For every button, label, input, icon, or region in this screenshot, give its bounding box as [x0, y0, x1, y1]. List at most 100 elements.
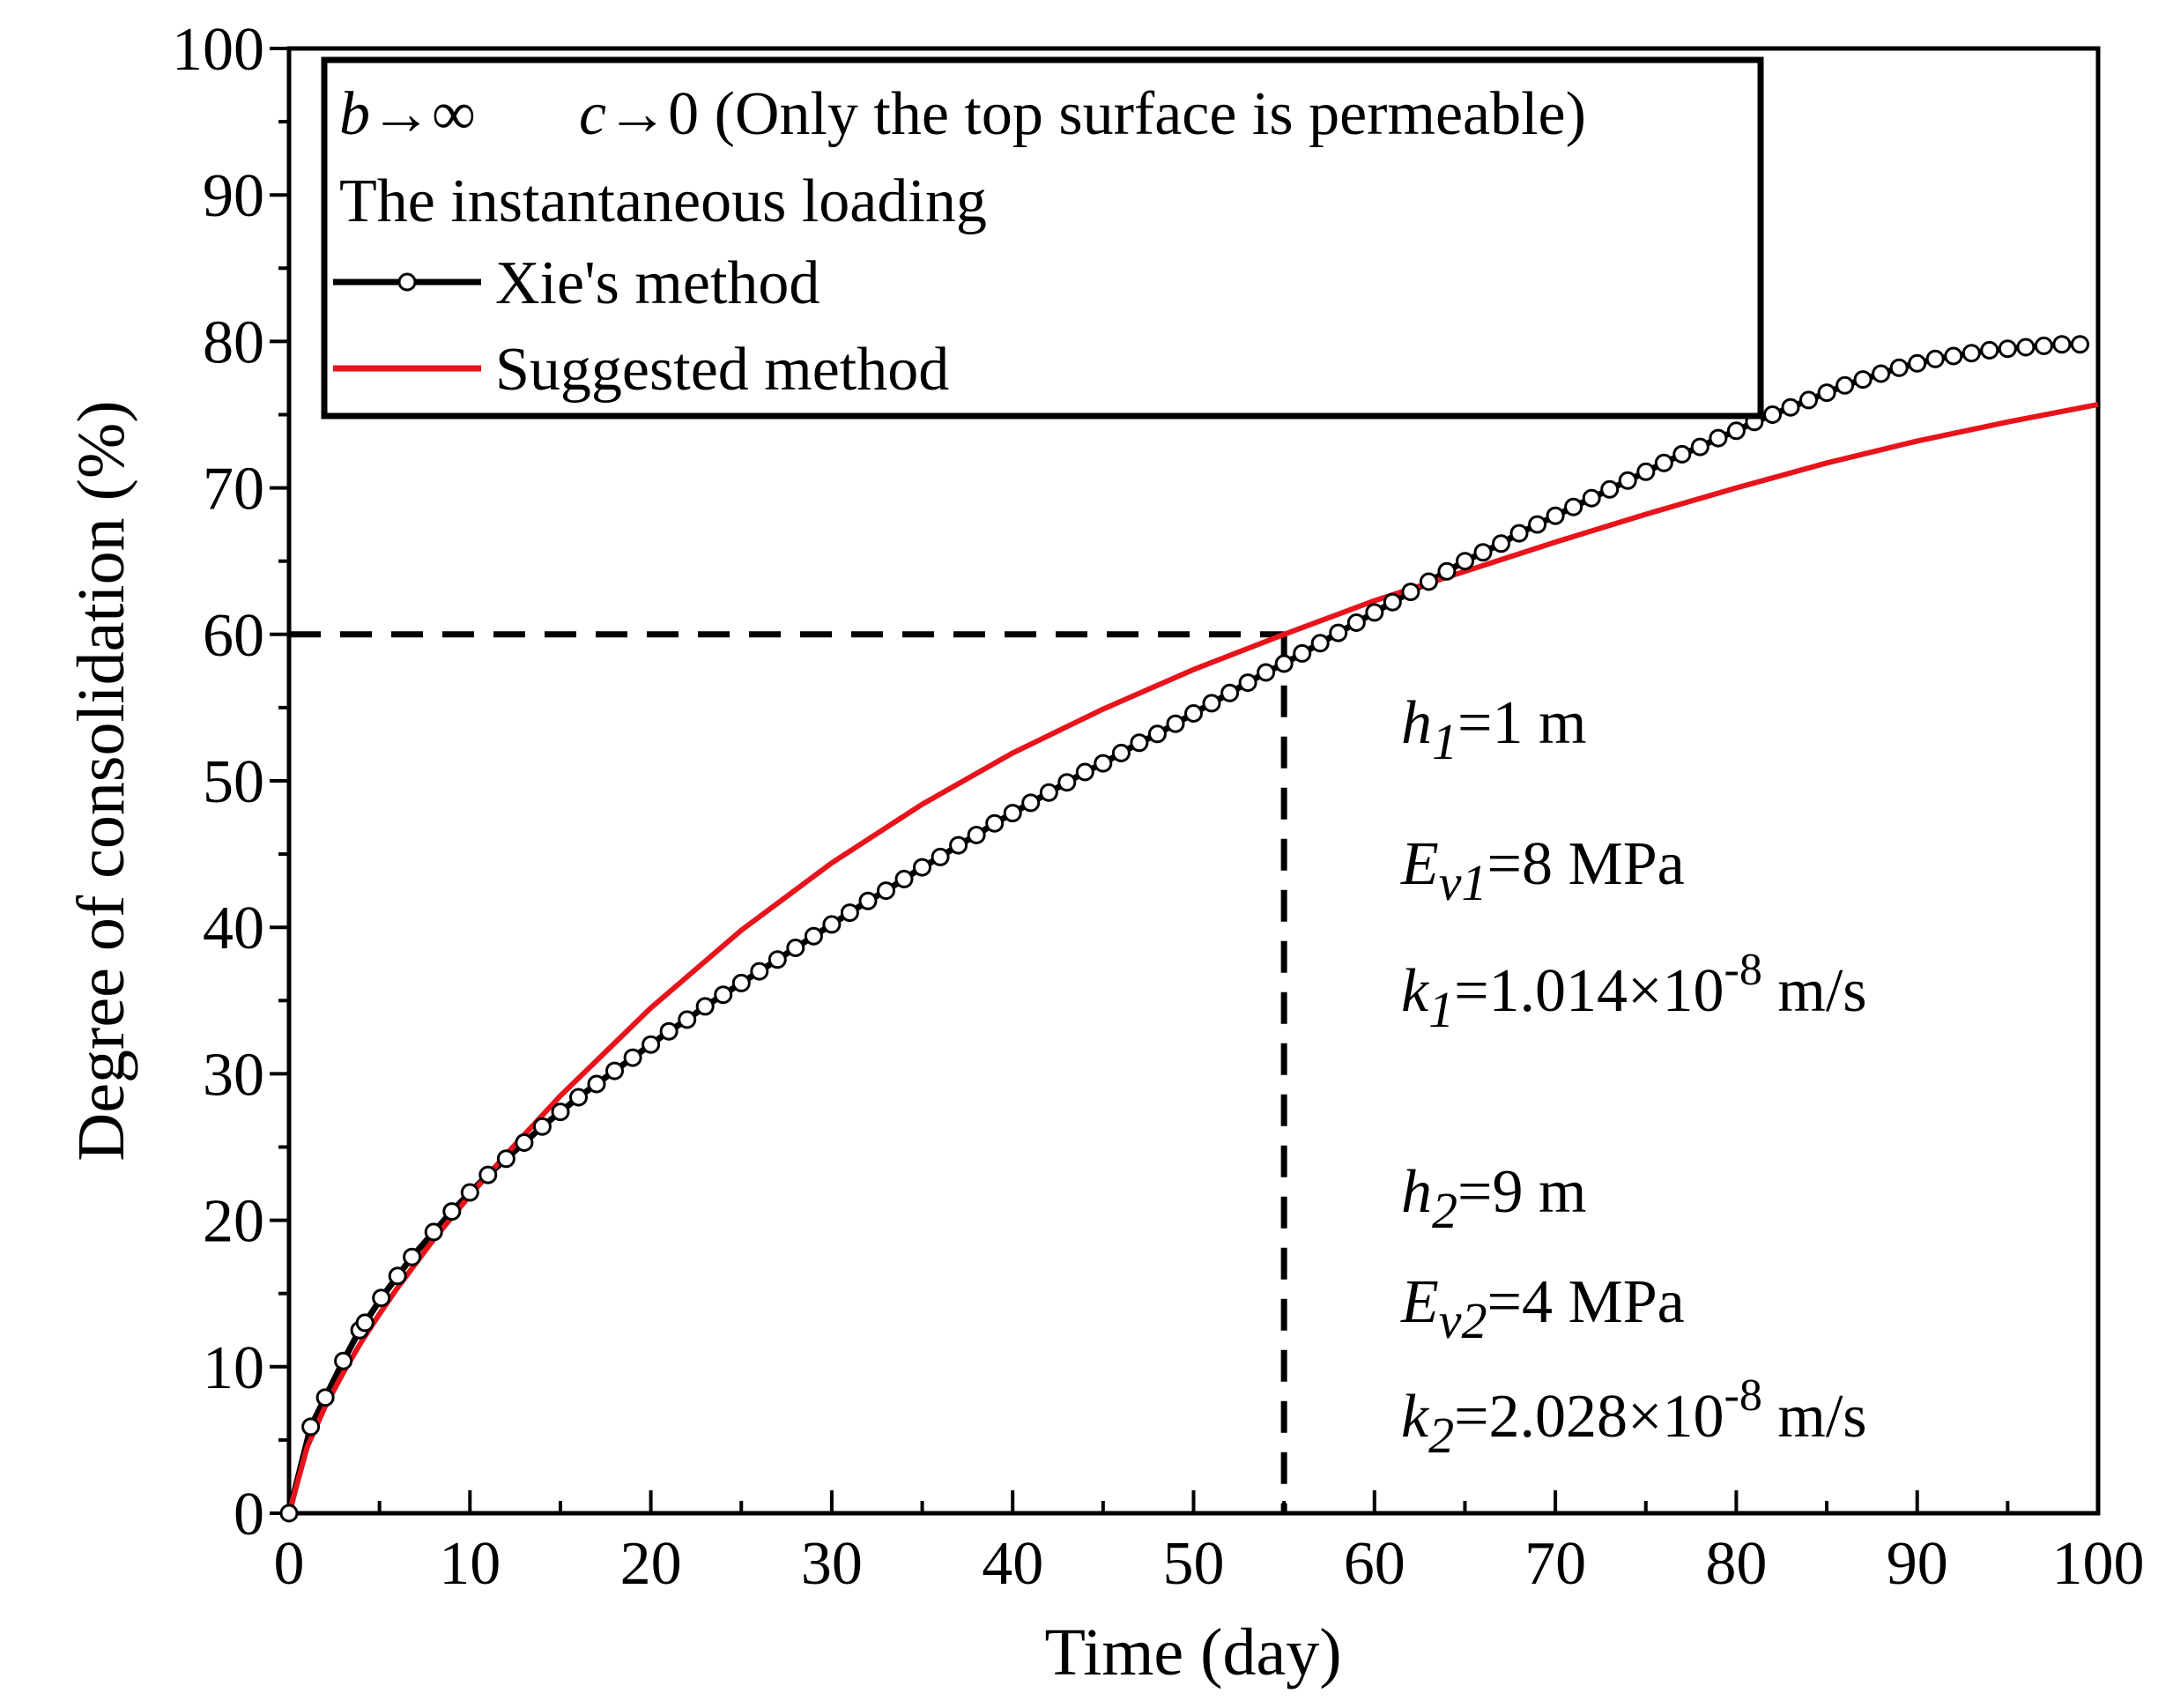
xie-data-point [2034, 336, 2053, 355]
x-tick-label: 90 [1887, 1530, 1948, 1598]
xie-data-point [750, 962, 769, 981]
legend-suggested-label: Suggested method [495, 336, 949, 404]
xie-data-point [931, 847, 950, 866]
xie-data-point [315, 1388, 335, 1407]
xie-data-point [496, 1149, 515, 1169]
xie-data-point [388, 1266, 407, 1286]
x-tick-label: 100 [2052, 1530, 2145, 1598]
xie-data-point [2016, 338, 2036, 357]
xie-data-point [1094, 754, 1113, 773]
xie-data-point [1546, 506, 1565, 525]
xie-data-point [1365, 603, 1384, 622]
xie-data-point [1039, 783, 1058, 802]
xie-data-point [695, 997, 715, 1016]
xie-data-point [532, 1117, 552, 1136]
xie-data-point [424, 1222, 443, 1242]
xie-data-point [840, 903, 859, 923]
xie-data-point [355, 1313, 375, 1333]
xie-data-point [1220, 683, 1240, 702]
y-axis-title: Degree of consolidation (%) [64, 400, 138, 1161]
xie-data-point [1889, 358, 1909, 377]
xie-data-point [1130, 733, 1149, 753]
xie-data-point [1799, 390, 1818, 410]
xie-data-point [1709, 428, 1728, 448]
x-tick-label: 0 [274, 1530, 305, 1598]
xie-data-point [1817, 383, 1836, 403]
x-tick-label: 40 [982, 1530, 1043, 1598]
xie-data-point [1726, 421, 1746, 441]
xie-data-point [1781, 397, 1800, 417]
xie-data-point [985, 813, 1005, 833]
xie-data-point [913, 858, 931, 877]
x-tick-label: 20 [620, 1530, 682, 1598]
xie-data-point [279, 1504, 299, 1523]
y-tick-label: 90 [203, 162, 264, 230]
xie-data-point [2052, 335, 2072, 354]
legend-title-line2: The instantaneous loading [339, 167, 987, 235]
xie-data-point [1419, 572, 1438, 591]
xie-data-point [1329, 623, 1348, 642]
xie-data-point [1618, 471, 1637, 490]
x-tick-label: 60 [1344, 1530, 1405, 1598]
xie-data-point [587, 1074, 606, 1094]
xie-data-point [301, 1417, 321, 1437]
xie-data-point [822, 915, 842, 934]
xie-data-point [1473, 543, 1493, 562]
xie-data-point [1111, 743, 1131, 762]
xie-data-point [1257, 663, 1276, 682]
xie-data-point [1456, 552, 1474, 571]
xie-data-point [1582, 488, 1601, 508]
xie-data-point [714, 985, 733, 1005]
xie-data-point [1310, 634, 1330, 653]
xie-data-point [1528, 515, 1547, 534]
xie-data-point [1998, 339, 2017, 359]
annotation-h1: h1=1 m [1401, 689, 1586, 770]
xie-data-point [1980, 340, 1999, 360]
y-tick-label: 60 [203, 602, 264, 670]
xie-data-point [786, 939, 805, 957]
xie-data-point [1654, 453, 1673, 472]
xie-data-point [1401, 583, 1420, 602]
xie-data-point [1672, 444, 1692, 464]
legend-title-line1: b→∞ c→0 (Only the top surface is permeabl… [339, 80, 1586, 148]
xie-data-point [605, 1061, 624, 1080]
legend-box [321, 56, 1764, 420]
xie-data-point [1763, 405, 1782, 424]
xie-data-point [1075, 762, 1094, 782]
xie-data-point [1853, 370, 1873, 390]
x-tick-label: 10 [439, 1530, 501, 1598]
x-tick-label: 70 [1524, 1530, 1586, 1598]
y-tick-label: 30 [203, 1041, 264, 1109]
y-tick-label: 80 [203, 308, 264, 376]
xie-data-point [1944, 346, 1963, 366]
reference-lines [289, 631, 1287, 1513]
axis-ticks [270, 47, 2100, 1515]
x-axis-title: Time (day) [1044, 1615, 1341, 1689]
annotation-k1: k1=1.014×10-8 m/s [1401, 945, 1867, 1038]
xie-data-point [2071, 335, 2089, 354]
xie-data-point [1274, 654, 1294, 673]
xie-data-point [569, 1088, 588, 1107]
xie-data-point [1925, 349, 1945, 368]
xie-data-point [659, 1021, 679, 1041]
xie-data-point [731, 973, 751, 992]
xie-data-point [1057, 773, 1077, 792]
xie-data-point [894, 869, 914, 888]
xie-data-point [1383, 592, 1402, 612]
annotation-k2: k2=2.028×10-8 m/s [1401, 1370, 1867, 1464]
xie-data-point [372, 1288, 391, 1308]
xie-data-point [1636, 462, 1656, 481]
xie-data-point [768, 950, 787, 969]
xie-data-point [334, 1351, 353, 1370]
annotation-ev2: Ev2=4 MPa [1400, 1268, 1685, 1349]
annotation-ev1: Ev1=8 MPa [1400, 830, 1685, 911]
xie-data-point [1962, 344, 1981, 363]
xie-data-point [1509, 524, 1529, 543]
tick-labels: 0 10 20 30 40 50 60 70 80 90 100 0 10 20 30 40 50 60 70 80 9… [172, 16, 2145, 1598]
x-tick-label: 50 [1163, 1530, 1225, 1598]
xie-data-point [551, 1103, 570, 1122]
xie-data-point [1202, 694, 1221, 713]
legend-xie-label: Xie's method [495, 249, 820, 317]
xie-data-point [1437, 561, 1457, 581]
y-tick-label: 10 [203, 1334, 264, 1402]
